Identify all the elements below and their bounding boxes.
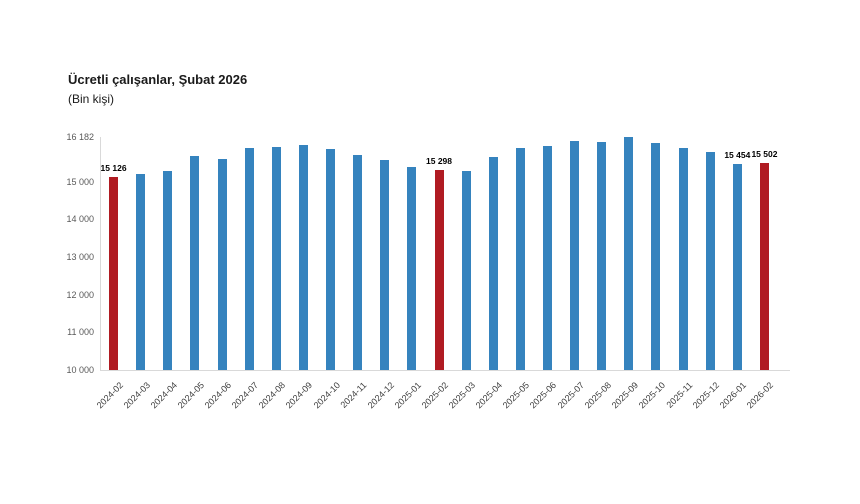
y-tick-label: 12 000 [66,289,94,300]
bar [434,170,444,370]
bar [136,173,146,370]
bar [597,141,607,370]
x-tick-label: 2025-10 [636,380,668,411]
x-tick-label: 2024-06 [202,380,234,411]
x-tick-label: 2024-11 [338,380,369,410]
y-tick-label: 10 000 [66,365,94,375]
bar-value-label: 15 298 [426,156,452,167]
x-tick-label: 2025-04 [473,380,505,411]
x-tick-label: 2024-02 [94,380,125,411]
chart-title: Ücretli çalışanlar, Şubat 2026 [68,72,248,87]
x-tick-label: 2024-05 [175,380,206,411]
x-tick-label: 2025-09 [609,380,640,411]
y-tick-label: 14 000 [66,214,94,225]
x-axis-baseline [100,370,790,371]
bar [759,162,769,370]
x-tick-label: 2025-08 [582,380,613,411]
bar [326,149,336,370]
x-tick-label: 2025-03 [446,380,478,411]
bar [570,140,580,370]
bar [407,166,417,370]
bar [380,159,390,370]
bar [651,142,661,370]
bar [732,164,742,370]
bar [353,154,363,370]
bar [298,144,308,370]
bar [515,148,525,370]
plot-area: 15 126 15 298 15 454 15 502 [100,137,778,370]
y-tick-label: 16 182 [66,132,94,142]
x-tick-label: 2025-02 [419,380,451,411]
y-tick-label: 13 000 [66,251,94,262]
x-tick-label: 2024-10 [311,380,342,411]
bar-value-label: 15 126 [100,162,127,173]
y-tick-label: 15 000 [66,176,94,187]
x-axis: 2024-02 2024-03 2024-04 2024-05 2024-06 2024-… [94,374,778,434]
x-tick-label: 2024-03 [121,380,152,411]
bar [488,157,498,370]
x-tick-label: 2026-02 [745,380,776,411]
x-tick-label: 2024-08 [256,380,288,411]
bar [624,137,634,370]
chart-subtitle: (Bin kişi) [68,92,115,106]
bar [217,158,227,370]
x-tick-label: 2026-01 [717,380,749,411]
x-tick-label: 2025-12 [690,380,722,411]
y-tick-label: 11 000 [67,327,94,338]
bar [542,146,552,370]
x-tick-label: 2025-01 [392,380,423,411]
bar [109,176,119,370]
x-tick-label: 2024-07 [229,380,261,411]
bar-value-label: 15 502 [751,148,778,159]
bar [244,147,254,370]
bar [678,148,688,370]
bar [461,171,471,370]
bar [163,171,173,370]
x-tick-label: 2024-09 [284,380,315,411]
bar [705,152,715,370]
x-tick-label: 2024-12 [365,380,396,411]
x-tick-label: 2025-07 [555,380,586,411]
x-tick-label: 2024-04 [148,380,179,411]
bar-value-label: 15 454 [724,150,751,161]
x-tick-label: 2025-06 [528,380,559,411]
x-tick-label: 2025-05 [501,380,532,411]
bar [190,155,200,370]
y-axis-line [100,137,101,370]
x-tick-label: 2025-11 [664,380,695,410]
bar [271,147,281,370]
